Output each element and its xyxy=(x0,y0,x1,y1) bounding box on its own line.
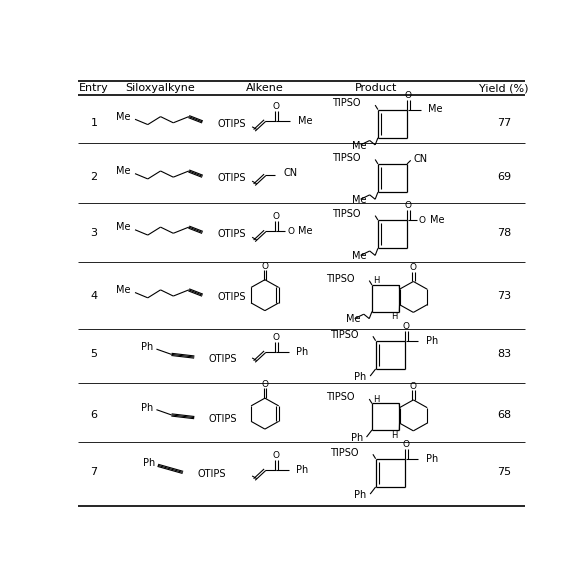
Text: OTIPS: OTIPS xyxy=(217,173,246,183)
Text: 7: 7 xyxy=(91,467,98,477)
Text: Ph: Ph xyxy=(350,433,363,443)
Text: Ph: Ph xyxy=(426,453,438,464)
Text: 83: 83 xyxy=(497,349,511,359)
Text: TIPSO: TIPSO xyxy=(326,274,355,284)
Text: OTIPS: OTIPS xyxy=(217,292,246,302)
Text: Ph: Ph xyxy=(426,336,438,346)
Text: Ph: Ph xyxy=(141,342,153,352)
Text: Entry: Entry xyxy=(79,83,109,94)
Text: O: O xyxy=(402,322,409,331)
Text: Me: Me xyxy=(346,315,360,324)
Text: OTIPS: OTIPS xyxy=(209,354,238,364)
Text: O: O xyxy=(262,380,268,389)
Text: 2: 2 xyxy=(91,172,98,182)
Text: O: O xyxy=(402,440,409,449)
Text: O: O xyxy=(405,91,412,100)
Text: 3: 3 xyxy=(91,228,98,238)
Text: H: H xyxy=(373,394,380,404)
Text: O: O xyxy=(273,102,280,111)
Text: O: O xyxy=(273,333,280,342)
Text: 73: 73 xyxy=(497,291,511,301)
Text: O: O xyxy=(419,216,426,224)
Text: TIPSO: TIPSO xyxy=(330,329,358,339)
Text: TIPSO: TIPSO xyxy=(332,98,360,108)
Text: O: O xyxy=(405,201,412,211)
Text: Me: Me xyxy=(116,222,131,232)
Text: 78: 78 xyxy=(497,228,511,238)
Text: Me: Me xyxy=(116,285,131,295)
Text: TIPSO: TIPSO xyxy=(332,153,360,162)
Text: O: O xyxy=(287,227,294,235)
Text: 75: 75 xyxy=(497,467,511,477)
Text: OTIPS: OTIPS xyxy=(217,229,246,239)
Text: 68: 68 xyxy=(497,409,511,420)
Text: TIPSO: TIPSO xyxy=(326,392,355,402)
Text: 5: 5 xyxy=(91,349,98,359)
Text: 77: 77 xyxy=(497,118,511,128)
Text: Yield (%): Yield (%) xyxy=(479,83,529,94)
Text: Me: Me xyxy=(352,141,366,151)
Text: O: O xyxy=(273,212,280,222)
Text: Ph: Ph xyxy=(296,347,309,357)
Text: H: H xyxy=(392,430,398,440)
Text: 6: 6 xyxy=(91,409,98,420)
Text: Me: Me xyxy=(116,166,131,176)
Text: Ph: Ph xyxy=(354,490,366,500)
Text: O: O xyxy=(410,382,417,391)
Text: Me: Me xyxy=(298,115,313,126)
Text: 4: 4 xyxy=(91,291,98,301)
Text: O: O xyxy=(273,451,280,460)
Text: Me: Me xyxy=(298,226,313,236)
Text: 69: 69 xyxy=(497,172,511,182)
Text: H: H xyxy=(392,312,398,321)
Text: Ph: Ph xyxy=(141,403,153,413)
Text: OTIPS: OTIPS xyxy=(198,469,226,479)
Text: Alkene: Alkene xyxy=(246,83,284,94)
Text: O: O xyxy=(410,263,417,272)
Text: 1: 1 xyxy=(91,118,98,128)
Text: TIPSO: TIPSO xyxy=(332,209,360,219)
Text: OTIPS: OTIPS xyxy=(209,414,238,424)
Text: TIPSO: TIPSO xyxy=(330,448,358,457)
Text: Me: Me xyxy=(427,104,442,114)
Text: H: H xyxy=(373,276,380,285)
Text: Product: Product xyxy=(355,83,397,94)
Text: OTIPS: OTIPS xyxy=(217,119,246,129)
Text: CN: CN xyxy=(283,168,298,178)
Text: Me: Me xyxy=(352,251,366,261)
Text: Ph: Ph xyxy=(143,457,155,468)
Text: CN: CN xyxy=(413,154,427,165)
Text: Siloxyalkyne: Siloxyalkyne xyxy=(125,83,195,94)
Text: Ph: Ph xyxy=(296,465,309,475)
Text: O: O xyxy=(262,262,268,270)
Text: Me: Me xyxy=(352,195,366,205)
Text: Me: Me xyxy=(116,111,131,122)
Text: Me: Me xyxy=(430,215,445,224)
Text: Ph: Ph xyxy=(354,372,366,382)
